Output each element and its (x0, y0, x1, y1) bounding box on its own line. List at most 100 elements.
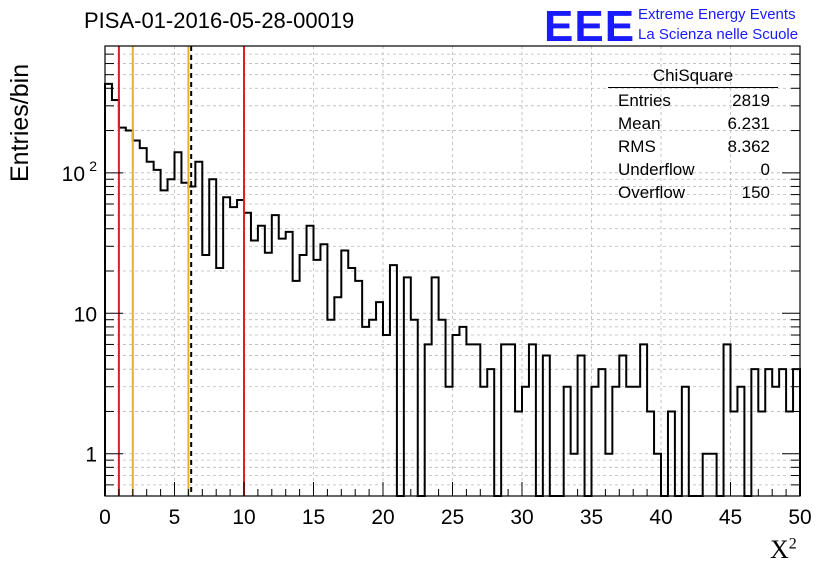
histogram-bin (251, 240, 258, 496)
stats-box: ChiSquare Entries 2819 Mean 6.231 RMS 8.362… (608, 66, 778, 204)
histogram-bin (390, 265, 397, 496)
x-tick-label: 10 (232, 506, 255, 529)
histogram-bin (543, 356, 550, 496)
histogram-bin (265, 253, 272, 496)
stats-title: ChiSquare (608, 66, 778, 88)
histogram-bin (737, 387, 744, 496)
histogram-bin (425, 344, 432, 496)
histogram-bin (487, 369, 494, 496)
histogram-bin (119, 128, 126, 496)
x-tick-label: 0 (99, 506, 111, 529)
x-tick-label: 50 (788, 506, 811, 529)
histogram-bin (237, 200, 244, 496)
histogram-layer (104, 82, 801, 497)
histogram-bin (578, 356, 585, 496)
histogram-bin (439, 320, 446, 496)
x-tick-label: 5 (169, 506, 181, 529)
stats-label: RMS (618, 137, 656, 156)
stats-value: 0 (760, 160, 770, 179)
y-tick-label-exponent: 2 (89, 158, 97, 174)
histogram-bin (181, 183, 188, 496)
histogram-bin (724, 344, 731, 496)
histogram-bin (112, 100, 119, 496)
logo-line-2: La Scienza nelle Scuole (638, 26, 799, 43)
histogram-bin (640, 344, 647, 496)
histogram-bin (751, 369, 758, 496)
y-axis-label: Entries/bin (6, 63, 34, 182)
histogram-bin (473, 344, 480, 496)
stats-value: 8.362 (727, 137, 770, 156)
histogram-bin (453, 335, 460, 496)
histogram-bin (154, 170, 161, 496)
grid-layer (105, 45, 800, 497)
histogram-bin (772, 387, 779, 496)
x-tick-label: 45 (719, 506, 742, 529)
y-tick-label: 10 (62, 163, 85, 186)
histogram-bin (522, 387, 529, 496)
histogram-bin (369, 320, 376, 496)
histogram-bin (480, 387, 487, 496)
histogram-bin (376, 302, 383, 496)
x-axis-label: X2 (770, 535, 797, 564)
histogram-bin (446, 387, 453, 496)
reference-lines-layer (117, 46, 245, 496)
stats-value: 150 (741, 183, 770, 202)
y-tick-label: 1 (85, 444, 97, 467)
x-tick-label: 40 (649, 506, 672, 529)
histogram-bin (307, 226, 314, 496)
x-tick-label: 20 (371, 506, 394, 529)
histogram-bin (383, 335, 390, 496)
stats-value: 6.231 (727, 114, 770, 133)
histogram-bin (508, 344, 515, 496)
histogram-bin (195, 162, 202, 496)
logo-line-1: Extreme Energy Events (638, 6, 796, 23)
stats-row-overflow: Overflow 150 (608, 181, 778, 204)
histogram-bin (279, 239, 286, 496)
histogram-bin (230, 207, 237, 496)
stats-label: Entries (618, 91, 671, 110)
histogram-bin (564, 387, 571, 496)
histogram-bin (147, 162, 154, 496)
stats-label: Underflow (618, 160, 695, 179)
histogram-bin (286, 232, 293, 496)
histogram-bin (209, 179, 216, 496)
histogram-bin (188, 186, 195, 496)
histogram-bin (341, 250, 348, 496)
histogram-bin (501, 344, 508, 496)
histogram-bin (314, 260, 321, 496)
histogram-bin (765, 369, 772, 496)
stats-value: 2819 (732, 91, 770, 110)
histogram-bin (626, 387, 633, 496)
histogram-bin (258, 226, 265, 496)
histogram-outline (104, 82, 801, 497)
histogram-bin (633, 387, 640, 496)
eee-logo-mark: EEE (544, 2, 636, 51)
histogram-bin (216, 268, 223, 496)
histogram-bin (619, 356, 626, 496)
histogram-bin (105, 84, 112, 496)
histogram-bin (592, 387, 599, 496)
histogram-bin (327, 320, 334, 496)
histogram-bin (612, 387, 619, 496)
stats-row-underflow: Underflow 0 (608, 158, 778, 181)
x-tick-label: 30 (510, 506, 533, 529)
histogram-bin (466, 344, 473, 496)
y-tick-label: 10 (74, 303, 97, 326)
histogram-bin (161, 190, 168, 496)
histogram-bin (168, 179, 175, 496)
histogram-bin (223, 197, 230, 496)
histogram-bin (793, 369, 800, 496)
stats-row-rms: RMS 8.362 (608, 135, 778, 158)
histogram-bin (598, 369, 605, 496)
histogram-bin (682, 387, 689, 496)
histogram-bin (779, 369, 786, 496)
stats-label: Mean (618, 114, 661, 133)
stats-row-entries: Entries 2819 (608, 89, 778, 112)
x-tick-label: 15 (302, 506, 325, 529)
stats-label: Overflow (618, 183, 686, 202)
histogram-bin (140, 148, 147, 496)
stats-row-mean: Mean 6.231 (608, 112, 778, 135)
histogram-bin (411, 320, 418, 496)
